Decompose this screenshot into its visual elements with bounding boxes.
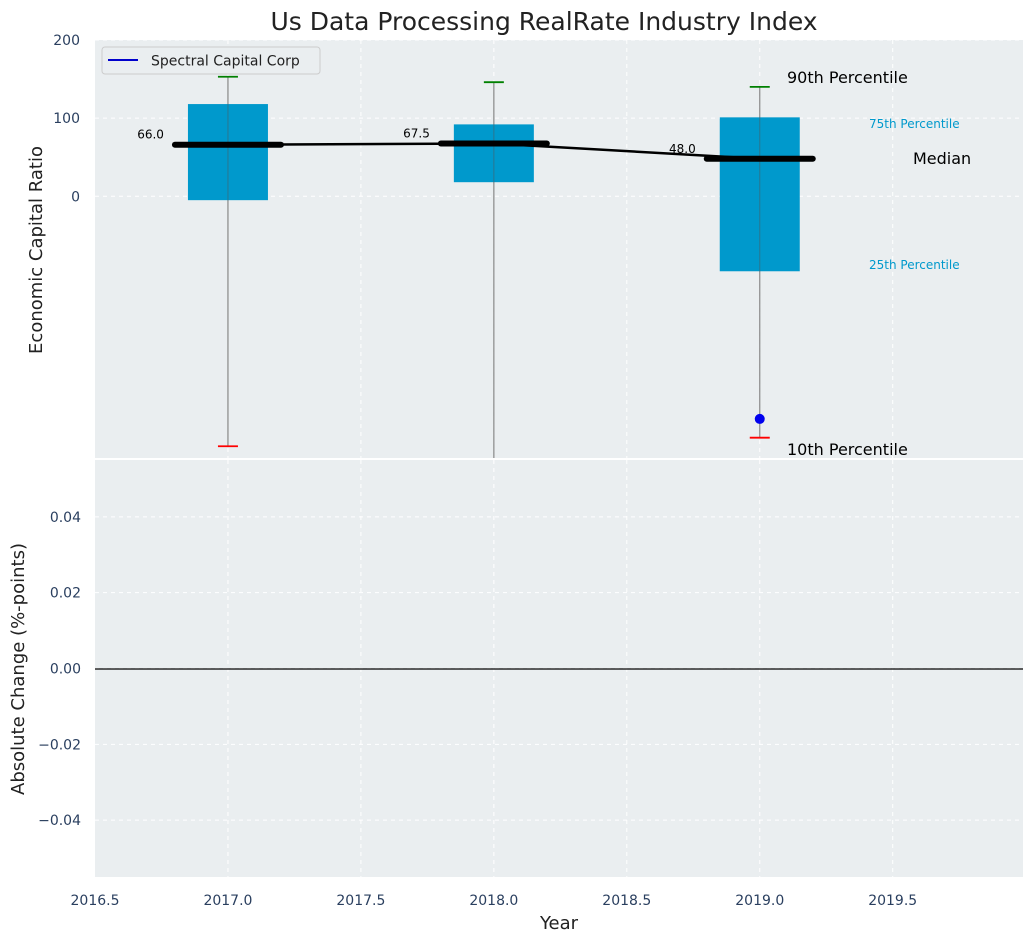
x-tick-5: 2019.0 <box>735 893 784 909</box>
chart-title: Us Data Processing RealRate Industry Ind… <box>270 7 817 36</box>
top-y-axis-label: Economic Capital Ratio <box>26 146 47 354</box>
bottom-y-tick-4: −0.04 <box>38 813 81 829</box>
median-label-0: 66.0 <box>137 128 164 142</box>
annotation-p75: 75th Percentile <box>869 117 960 131</box>
x-tick-3: 2018.0 <box>469 893 518 909</box>
top-y-tick-1: 100 <box>53 111 80 127</box>
top-y-tick-2: 200 <box>53 33 80 49</box>
bottom-y-tick-1: 0.02 <box>50 586 81 602</box>
annotation-p25: 25th Percentile <box>869 258 960 272</box>
x-axis-label: Year <box>539 913 579 934</box>
x-tick-0: 2016.5 <box>71 893 120 909</box>
median-label-1: 67.5 <box>403 127 430 141</box>
x-tick-1: 2017.0 <box>203 893 252 909</box>
top-boxes: 66.0 67.5 48.0 <box>137 75 816 458</box>
bottom-y-axis-label: Absolute Change (%-points) <box>8 543 29 795</box>
company-point-0 <box>754 413 765 424</box>
x-tick-6: 2019.5 <box>868 893 917 909</box>
annotation-p90: 90th Percentile <box>787 68 908 87</box>
bottom-y-tick-2: 0.00 <box>50 662 81 678</box>
top-plot-area <box>95 40 1023 458</box>
median-trend-line <box>227 142 760 161</box>
median-trend-polyline <box>227 142 760 161</box>
legend-label-spectral: Spectral Capital Corp <box>151 54 300 70</box>
percentile-annotations: 90th Percentile 75th Percentile Median 2… <box>787 68 971 459</box>
top-y-tick-labels: 0 100 200 <box>53 33 80 205</box>
bottom-y-tick-3: −0.02 <box>38 737 81 753</box>
x-tick-labels: 2016.5 2017.0 2017.5 2018.0 2018.5 2019.0 2019… <box>71 893 918 909</box>
company-points <box>754 413 765 424</box>
annotation-median: Median <box>913 149 971 168</box>
top-y-tick-0: 0 <box>71 189 80 205</box>
bottom-y-tick-labels: 0.04 0.02 0.00 −0.02 −0.04 <box>38 510 81 829</box>
annotation-p10: 10th Percentile <box>787 440 908 459</box>
median-label-2: 48.0 <box>669 142 696 156</box>
x-tick-4: 2018.5 <box>602 893 651 909</box>
legend-box <box>101 46 321 75</box>
bottom-y-tick-0: 0.04 <box>50 510 81 526</box>
legend: Spectral Capital Corp <box>101 46 321 75</box>
x-tick-2: 2017.5 <box>336 893 385 909</box>
